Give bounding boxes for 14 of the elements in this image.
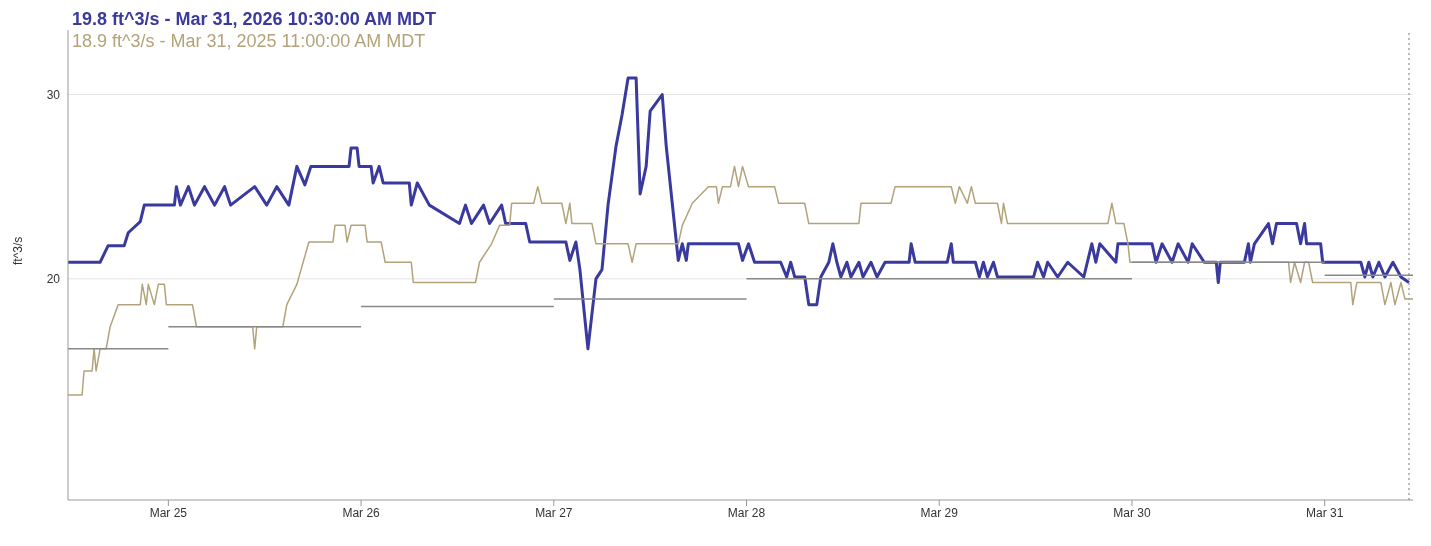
line-series (68, 165, 1413, 396)
x-tick-label: Mar 28 (727, 505, 766, 520)
x-tick-label: Mar 26 (342, 505, 381, 520)
x-tick-label: Mar 29 (920, 505, 959, 520)
x-tick-label: Mar 25 (149, 505, 188, 520)
y-axis-title: ft^3/s (11, 236, 26, 265)
x-tick-label: Mar 30 (1113, 505, 1151, 520)
y-tick-label: 20 (46, 272, 61, 287)
x-tick-label: Mar 27 (535, 505, 573, 520)
annotation: 18.9 ft^3/s - Mar 31, 2025 11:00:00 AM MDT (72, 30, 427, 52)
y-tick-label: 30 (46, 87, 61, 102)
line-series (68, 76, 1411, 351)
x-tick-label: Mar 31 (1305, 505, 1344, 520)
text: 19.8 ft^3/s - Mar 31, 2026 10:30:00 AM MDT (72, 8, 436, 30)
